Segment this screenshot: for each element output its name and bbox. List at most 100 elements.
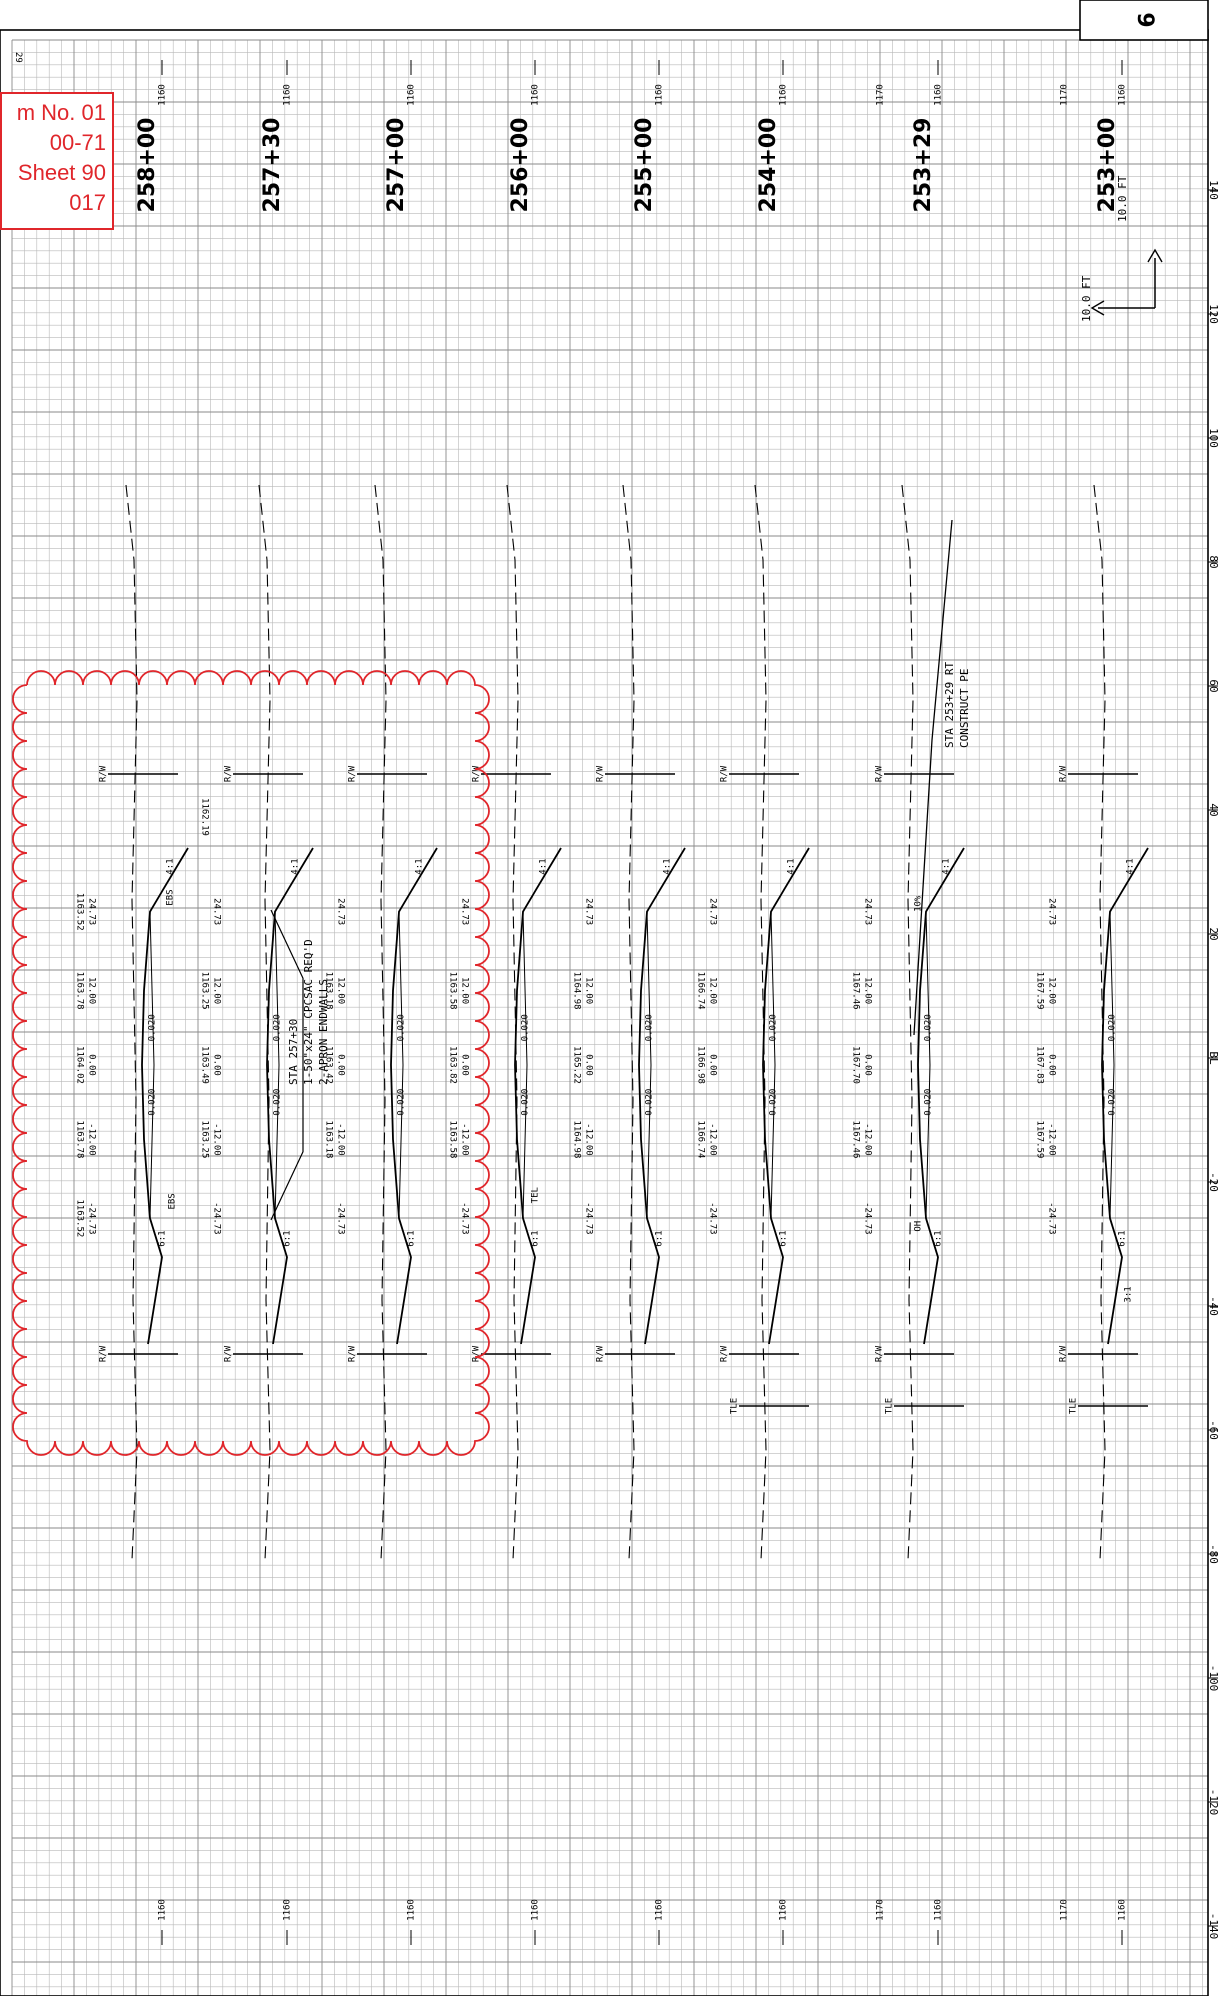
cross-slope-label-left: 0.020 [924, 1014, 934, 1041]
station-label: 253+00 [1095, 118, 1120, 213]
revision-line-1: m No. 01 [16, 100, 106, 125]
scale-horizontal-label: 10.0 FT [1080, 275, 1093, 322]
rw-label: R/W [596, 1345, 606, 1362]
elevation-left-12: 1163.25 [200, 972, 210, 1010]
elevation-label-top: 1160 [779, 84, 789, 106]
offset-right-12: -12.00 [1047, 1123, 1057, 1156]
slope-ratio-right: 6:1 [779, 1230, 789, 1246]
cross-slope-label-right: 0.020 [769, 1089, 779, 1116]
rw-label: R/W [224, 1345, 234, 1362]
ebs-label-left: EBS [166, 889, 176, 905]
elevation-cl: 1163.49 [200, 1046, 210, 1084]
offset-right-12: -12.00 [460, 1123, 470, 1156]
offset-left-24: 24.73 [212, 898, 222, 925]
slope-ratio-right: 6:1 [934, 1230, 944, 1246]
elevation-right-12: 1163.25 [200, 1120, 210, 1158]
offset-cl: 0.00 [336, 1054, 346, 1076]
slope-ratio-left: 4:1 [663, 858, 673, 874]
elevation-cl: 1165.22 [572, 1046, 582, 1084]
revision-line-4: 017 [69, 190, 106, 215]
elevation-label-top: 1160 [934, 84, 944, 106]
construct-note-1: STA 253+29 RT [943, 662, 956, 748]
elevation-cl: 1167.83 [1035, 1046, 1045, 1084]
revision-box: m No. 01 00-71 Sheet 90 017 [0, 92, 114, 230]
elevation-right-12: 1163.18 [324, 1120, 334, 1158]
station-label: 255+00 [632, 118, 657, 213]
slope-ratio-right: 6:1 [531, 1230, 541, 1246]
slope-ratio-right: 6:1 [158, 1230, 168, 1246]
rw-label: R/W [596, 765, 606, 782]
elevation-label-bottom-alt: 1170 [876, 1899, 886, 1921]
elevation-right-12: 1164.98 [572, 1120, 582, 1158]
cross-slope-label-left: 0.020 [148, 1014, 158, 1041]
elevation-left-12: 1163.18 [324, 972, 334, 1010]
elevation-left-12: 1167.46 [851, 972, 861, 1010]
offset-cl: 0.00 [212, 1054, 222, 1076]
tle-label: TLE [1069, 1398, 1079, 1414]
elevation-cl: 1164.02 [75, 1046, 85, 1084]
rw-label: R/W [99, 765, 109, 782]
offset-left-12: 12.00 [708, 977, 718, 1004]
offset-left-12: 12.00 [1047, 977, 1057, 1004]
cross-slope-label-left: 0.020 [1108, 1014, 1118, 1041]
rw-label: R/W [720, 765, 730, 782]
offset-right-24: -24.73 [87, 1202, 97, 1235]
slope-ratio-right: 6:1 [283, 1230, 293, 1246]
elevation-right-12: 1163.78 [75, 1120, 85, 1158]
elevation-cl: 1163.42 [324, 1046, 334, 1084]
offset-right-12: -12.00 [708, 1123, 718, 1156]
slope-ratio-left: 4:1 [166, 858, 176, 874]
station-label: 254+00 [756, 118, 781, 213]
offset-right-12: -12.00 [87, 1123, 97, 1156]
elevation-label-bottom: 1160 [655, 1899, 665, 1921]
scale-vertical-label: 10.0 FT [1116, 175, 1129, 222]
elevation-label-top-alt: 1170 [1060, 84, 1070, 106]
elevation-left-24: 1163.52 [75, 893, 85, 931]
cross-slope-label-left: 0.020 [521, 1014, 531, 1041]
elevation-label-top: 1160 [283, 84, 293, 106]
station-label: 257+30 [260, 118, 285, 213]
revision-line-2: 00-71 [49, 130, 106, 155]
cross-slope-label-right: 0.020 [521, 1089, 531, 1116]
offset-left-24: 24.73 [87, 898, 97, 925]
revision-line-3: Sheet 90 [17, 160, 106, 185]
station-section: 257+00 1160 1160 R/W R/W 0.020 0.020 4:1 6:1 0.00… [336, 60, 438, 1945]
rw-label: R/W [720, 1345, 730, 1362]
elevation-label-bottom-alt: 1170 [1060, 1899, 1070, 1921]
offset-right-24: -24.73 [708, 1202, 718, 1235]
slope-ratio-31: 3:1 [1124, 1286, 1134, 1302]
offset-right-12: -12.00 [863, 1123, 873, 1156]
elevation-left-12: 1163.58 [448, 972, 458, 1010]
slope-ratio-left: 4:1 [1126, 858, 1136, 874]
slope-ratio-left: 4:1 [787, 858, 797, 874]
tle-label: TLE [730, 1398, 740, 1414]
cross-slope-label-right: 0.020 [148, 1089, 158, 1116]
elevation-cl: 1167.70 [851, 1046, 861, 1084]
elevation-label-bottom: 1160 [407, 1899, 417, 1921]
oh-label: OH [914, 1221, 924, 1232]
station-section: 253+00 1160 1160 1170 1170 R/W R/W TLE 0.020 0.02… [1047, 60, 1149, 1945]
cross-slope-label-right: 0.020 [645, 1089, 655, 1116]
rw-label: R/W [875, 765, 885, 782]
cross-slope-label-right: 0.020 [273, 1089, 283, 1116]
tle-label: TLE [885, 1398, 895, 1414]
cross-slope-label-right: 0.020 [924, 1089, 934, 1116]
offset-left-12: 12.00 [863, 977, 873, 1004]
rw-label: R/W [472, 1345, 482, 1362]
station-section: 258+00 1160 1160 R/W R/W 0.020 0.020 4:1 6:1 0.00… [87, 60, 189, 1945]
station-section: 253+29 1160 1160 1170 1170 R/W R/W TLE 0.020 0.02… [863, 60, 965, 1945]
offset-right-24: -24.73 [1047, 1202, 1057, 1235]
elevation-label-top: 1160 [407, 84, 417, 106]
revision-cloud [12, 670, 490, 1456]
notes: STA 257+30 1-50"x24" CPCSAC REQ'D 2-APRO… [287, 662, 971, 1085]
elevation-label-bottom: 1160 [934, 1899, 944, 1921]
slope-ratio-left: 4:1 [415, 858, 425, 874]
slope-ratio-right: 6:1 [407, 1230, 417, 1246]
culvert-note-2: 1-50"x24" CPCSAC REQ'D [302, 939, 315, 1085]
station-label: 258+00 [135, 118, 160, 213]
culvert-note-1: STA 257+30 [287, 1019, 300, 1085]
rw-label: R/W [472, 765, 482, 782]
offset-cl: 0.00 [584, 1054, 594, 1076]
